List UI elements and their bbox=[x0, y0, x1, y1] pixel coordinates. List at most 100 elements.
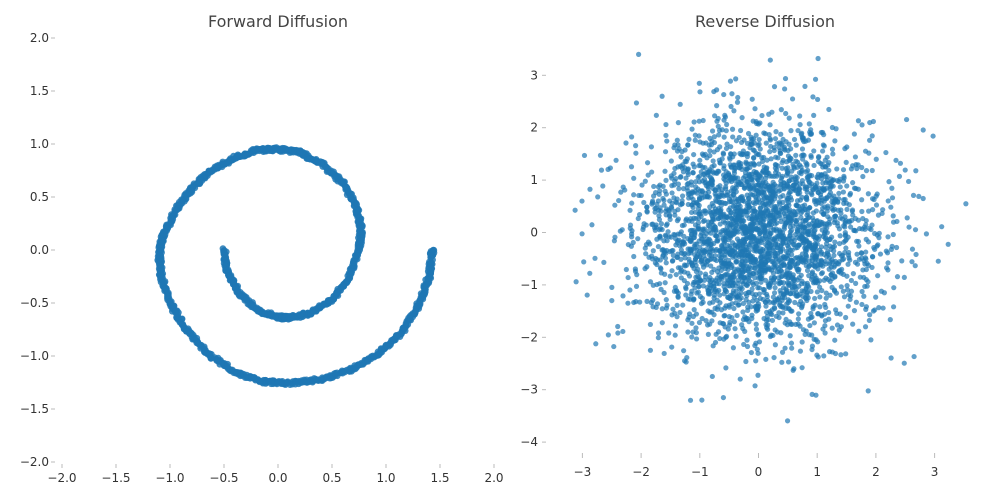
sample-point bbox=[846, 249, 852, 256]
sample-point bbox=[809, 391, 815, 397]
sample-point bbox=[655, 335, 661, 341]
sample-point bbox=[865, 191, 871, 197]
sample-point bbox=[784, 418, 791, 424]
sample-point bbox=[581, 152, 588, 159]
x-tick-label: −1 bbox=[691, 465, 709, 479]
sample-point bbox=[674, 314, 680, 320]
sample-point bbox=[809, 173, 815, 179]
sample-point bbox=[923, 231, 930, 237]
sample-point bbox=[737, 242, 743, 249]
sample-point bbox=[859, 301, 865, 308]
x-tick-label: −3 bbox=[574, 465, 592, 479]
sample-point bbox=[750, 298, 756, 304]
sample-point bbox=[722, 312, 728, 319]
sample-point bbox=[711, 284, 717, 290]
sample-point bbox=[692, 137, 698, 143]
sample-point bbox=[820, 142, 826, 148]
sample-point bbox=[876, 305, 882, 311]
sample-point bbox=[714, 297, 720, 303]
sample-point bbox=[901, 274, 907, 281]
sample-point bbox=[746, 247, 752, 254]
sample-point bbox=[718, 229, 724, 235]
sample-point bbox=[662, 271, 668, 277]
sample-point bbox=[803, 160, 809, 166]
sample-point bbox=[855, 118, 862, 124]
sample-point bbox=[783, 139, 789, 145]
sample-point bbox=[772, 136, 779, 142]
spiral-point bbox=[429, 246, 437, 254]
sample-point bbox=[800, 218, 806, 224]
reverse-diffusion-panel: Reverse Diffusion −3 −2 −1 0 1 2 3 3 2 1 0 −1 −2 −3 −4 bbox=[520, 12, 969, 479]
sample-point bbox=[719, 127, 725, 133]
sample-point bbox=[746, 243, 752, 249]
sample-point bbox=[695, 220, 702, 226]
sample-point bbox=[826, 167, 832, 174]
sample-point bbox=[755, 307, 761, 313]
sample-point bbox=[787, 333, 793, 339]
sample-point bbox=[796, 266, 802, 273]
sample-point bbox=[740, 218, 746, 224]
sample-point bbox=[827, 184, 834, 190]
sample-point bbox=[859, 164, 865, 171]
sample-point bbox=[639, 182, 645, 188]
sample-point bbox=[738, 179, 744, 185]
sample-point bbox=[791, 238, 797, 244]
sample-point bbox=[838, 284, 844, 290]
sample-point bbox=[840, 167, 847, 173]
sample-point bbox=[835, 199, 841, 205]
sample-point bbox=[642, 266, 648, 272]
sample-point bbox=[727, 274, 733, 280]
sample-point bbox=[808, 152, 814, 159]
sample-point bbox=[778, 330, 784, 336]
sample-point bbox=[883, 265, 890, 271]
sample-point bbox=[767, 149, 773, 155]
sample-point bbox=[727, 78, 734, 84]
sample-point bbox=[778, 175, 785, 181]
sample-point bbox=[632, 266, 638, 272]
sample-point bbox=[832, 337, 838, 343]
sample-point bbox=[804, 267, 811, 274]
sample-point bbox=[809, 270, 815, 277]
sample-point bbox=[581, 259, 587, 265]
sample-point bbox=[710, 203, 716, 209]
sample-point bbox=[705, 185, 711, 191]
sample-point bbox=[795, 321, 801, 327]
sample-point bbox=[813, 337, 819, 343]
sample-point bbox=[662, 280, 668, 286]
sample-point bbox=[672, 208, 678, 215]
sample-point bbox=[930, 133, 936, 139]
sample-point bbox=[730, 185, 736, 191]
sample-point bbox=[891, 285, 897, 291]
sample-point bbox=[792, 231, 799, 238]
sample-point bbox=[618, 189, 624, 195]
sample-point bbox=[763, 356, 769, 362]
sample-point bbox=[683, 158, 689, 165]
sample-point bbox=[869, 133, 875, 139]
sample-point bbox=[631, 192, 637, 198]
sample-point bbox=[838, 253, 845, 259]
sample-point bbox=[847, 296, 853, 303]
sample-point bbox=[712, 224, 718, 230]
sample-point bbox=[663, 121, 669, 128]
sample-point bbox=[796, 170, 803, 176]
sample-point bbox=[863, 168, 870, 174]
sample-point bbox=[793, 202, 799, 208]
sample-point bbox=[723, 145, 730, 152]
sample-point bbox=[791, 136, 798, 143]
sample-point bbox=[699, 397, 705, 403]
sample-point bbox=[644, 160, 651, 166]
sample-point bbox=[707, 167, 713, 173]
sample-point bbox=[869, 253, 876, 260]
sample-point bbox=[861, 274, 867, 281]
sample-point bbox=[939, 224, 945, 230]
sample-point bbox=[579, 231, 585, 237]
sample-point bbox=[795, 191, 801, 197]
sample-point bbox=[768, 203, 775, 209]
sample-point bbox=[709, 138, 715, 144]
sample-point bbox=[741, 198, 747, 204]
sample-point bbox=[784, 301, 790, 307]
sample-point bbox=[771, 147, 777, 154]
sample-point bbox=[804, 212, 810, 218]
sample-point bbox=[685, 142, 691, 148]
sample-point bbox=[687, 296, 693, 302]
